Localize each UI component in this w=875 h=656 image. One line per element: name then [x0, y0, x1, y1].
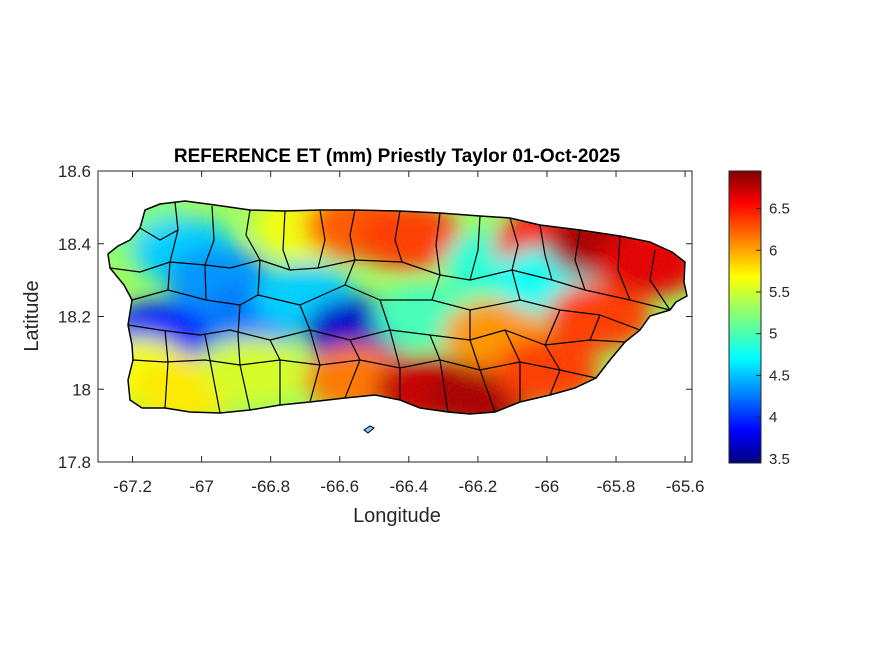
- x-axis-title: Longitude: [353, 505, 441, 527]
- colorbar-tick-label: 3.5: [769, 451, 790, 468]
- x-tick-label: -67: [189, 477, 214, 496]
- colorbar-tick-label: 6.5: [769, 201, 790, 218]
- y-tick-label: 18.2: [58, 308, 91, 327]
- x-tick-label: -66.8: [251, 477, 290, 496]
- x-tick-label: -66.6: [320, 477, 359, 496]
- y-tick-label: 18.4: [58, 235, 91, 254]
- colorbar-tick-label: 4.5: [769, 367, 790, 384]
- x-tick-label: -65.6: [666, 477, 705, 496]
- x-tick-label: -67.2: [113, 477, 152, 496]
- y-axis-title: Latitude: [21, 280, 43, 351]
- colorbar-tick-label: 4: [769, 409, 777, 426]
- colorbar-tick-label: 5: [769, 326, 777, 343]
- x-tick-label: -66.4: [389, 477, 428, 496]
- y-tick-label: 18: [72, 380, 91, 399]
- municipality-boundaries: [107, 200, 688, 415]
- colorbar-tick-label: 5.5: [769, 284, 790, 301]
- y-tick-label: 18.6: [58, 162, 91, 181]
- y-tick-label: 17.8: [58, 453, 91, 472]
- x-axis: -67.2 -67 -66.8 -66.6 -66.4 -66.2 -66 -65.8 -65.…: [113, 171, 704, 496]
- colorbar: [728, 170, 762, 464]
- colorbar-ticks: 6.5 6 5.5 5 4.5 4 3.5: [756, 201, 790, 468]
- colorbar-tick-label: 6: [769, 242, 777, 259]
- x-tick-label: -66.2: [459, 477, 498, 496]
- x-tick-label: -66: [535, 477, 560, 496]
- chart-title: REFERENCE ET (mm) Priestly Taylor 01-Oct…: [174, 146, 621, 167]
- y-axis: 18.6 18.4 18.2 18 17.8: [58, 162, 692, 472]
- et-field: [108, 201, 687, 414]
- x-tick-label: -65.8: [597, 477, 636, 496]
- small-island: [363, 425, 375, 434]
